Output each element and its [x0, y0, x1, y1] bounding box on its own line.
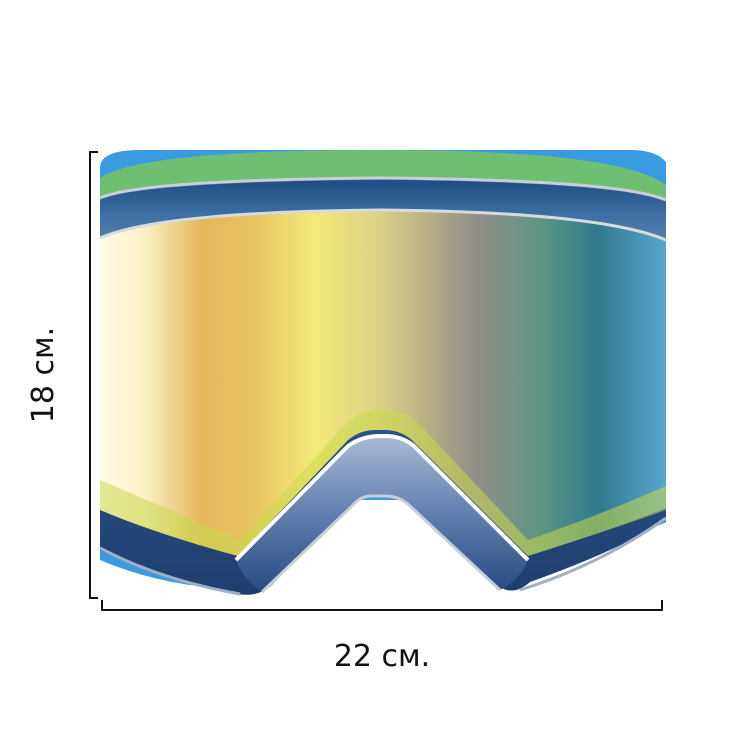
height-dimension-line: [89, 151, 98, 599]
nose-inner-outline: [260, 494, 502, 594]
frame-bottom-edge: [100, 516, 666, 596]
frame-top-band: [100, 180, 666, 248]
width-dimension-line: [101, 600, 663, 611]
height-dimension-label: 18 см.: [26, 326, 61, 424]
lens: [100, 210, 666, 556]
nose-bridge: [236, 436, 528, 592]
frame-rim-line: [100, 176, 666, 202]
width-dimension-label: 22 см.: [333, 639, 431, 674]
nose-outline: [234, 434, 530, 562]
lens-edge-line: [100, 208, 666, 242]
